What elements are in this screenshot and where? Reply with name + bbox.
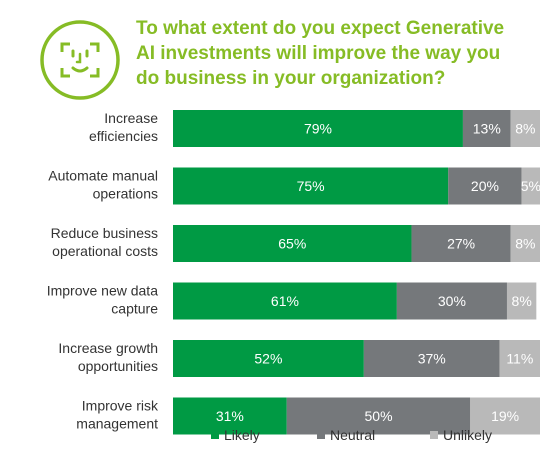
bar-segment-likely: [173, 282, 397, 320]
chart-title-line: To what extent do you expect Generative: [136, 18, 505, 39]
bar-segment-unlikely: [521, 167, 540, 205]
category-label: Automate manual: [48, 168, 158, 184]
category-label: Increase growth: [58, 340, 158, 356]
data-label: 79%: [304, 121, 332, 137]
bar-segment-neutral: [411, 225, 511, 262]
face-scan-icon: [40, 20, 120, 100]
data-label: 75%: [297, 178, 325, 194]
data-label: 50%: [365, 408, 393, 424]
data-label: 8%: [512, 293, 532, 309]
category-label: management: [76, 416, 158, 432]
bar-segment-neutral: [462, 110, 511, 147]
bar-segment-unlikely: [510, 110, 540, 147]
legend-label: Neutral: [330, 427, 375, 443]
data-label: 11%: [506, 351, 533, 367]
bar-segment-likely: [173, 110, 463, 147]
legend-swatch-likely: [211, 431, 219, 439]
bar-segment-likely: [173, 167, 449, 205]
data-label: 61%: [271, 293, 299, 309]
data-label: 31%: [216, 408, 244, 424]
bar-segment-likely: [173, 340, 364, 377]
category-label: Improve new data: [47, 283, 158, 299]
data-label: 5%: [521, 178, 541, 194]
category-label: operations: [93, 186, 158, 202]
bar-segment-neutral: [286, 397, 471, 435]
category-label: capture: [111, 301, 158, 317]
legend-swatch-unlikely: [430, 431, 438, 439]
data-label: 52%: [254, 351, 282, 367]
chart-title-line: do business in your organization?: [136, 68, 446, 89]
data-label: 20%: [471, 178, 499, 194]
category-label: opportunities: [78, 358, 158, 374]
category-label: efficiencies: [89, 128, 158, 144]
bar-segment-neutral: [363, 340, 500, 377]
chart-title-line: AI investments will improve the way you: [136, 43, 501, 64]
category-label: Increase: [104, 110, 158, 126]
chart-title: To what extent do you expect Generative …: [136, 16, 536, 91]
data-label: 13%: [473, 121, 501, 137]
bar-segment-neutral: [396, 282, 507, 320]
data-label: 8%: [515, 121, 535, 137]
data-label: 8%: [515, 236, 535, 252]
bar-segment-likely: [173, 397, 287, 435]
bar-segment-likely: [173, 225, 412, 262]
data-label: 65%: [278, 236, 306, 252]
data-label: 30%: [438, 293, 466, 309]
chart-header: To what extent do you expect Generative …: [0, 0, 554, 100]
bar-segment-unlikely: [470, 397, 540, 435]
bar-segment-unlikely: [499, 340, 540, 377]
bar-segment-neutral: [448, 167, 522, 205]
legend-swatch-neutral: [317, 431, 325, 439]
bar-segment-unlikely: [506, 282, 537, 320]
data-label: 37%: [418, 351, 446, 367]
bar-segment-unlikely: [510, 225, 540, 262]
category-label: Improve risk: [82, 398, 159, 414]
category-label: Reduce business: [51, 225, 158, 241]
legend-label: Likely: [224, 427, 260, 443]
data-label: 27%: [447, 236, 475, 252]
category-label: operational costs: [52, 243, 158, 259]
data-label: 19%: [491, 408, 519, 424]
legend-label: Unlikely: [443, 427, 492, 443]
